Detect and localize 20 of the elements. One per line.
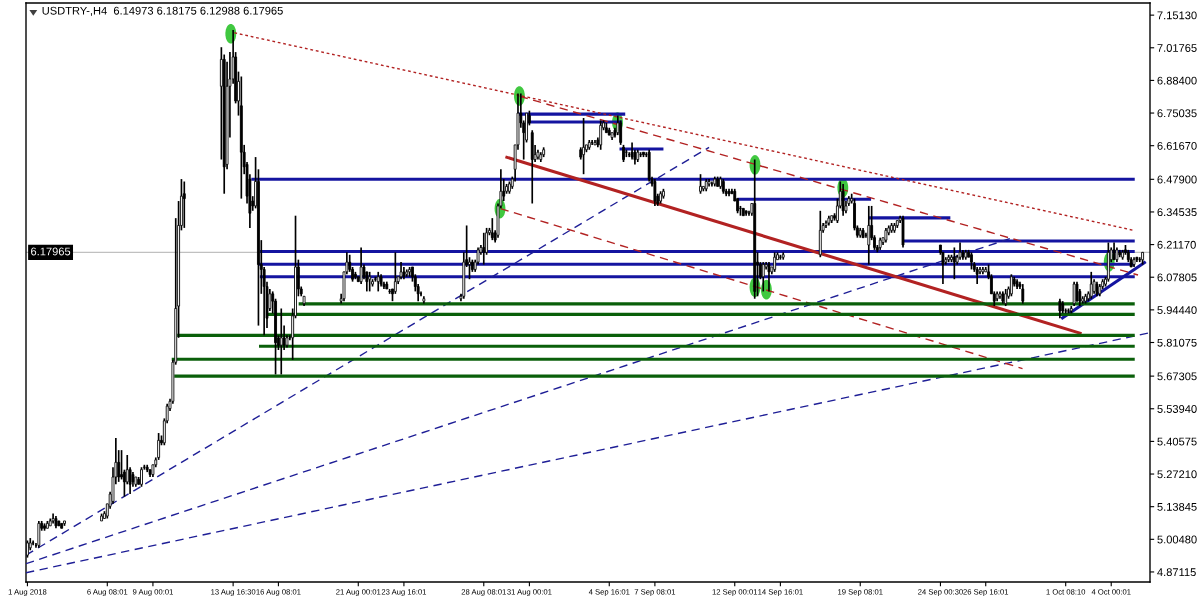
- y-tick-label: 6.07805: [1157, 273, 1197, 282]
- y-tick-label: 6.88400: [1157, 76, 1197, 85]
- chart-title: USDTRY-,H4 6.14973 6.18175 6.12988 6.17965: [42, 6, 283, 16]
- y-tick-label: 6.21170: [1157, 240, 1196, 249]
- y-tick-label: 5.94440: [1157, 306, 1197, 314]
- y-tick-label: 6.34535: [1157, 208, 1197, 217]
- y-tick-label: 4.87115: [1157, 568, 1196, 577]
- ref-line-label: 6.17965: [31, 247, 71, 256]
- y-tick-label: 5.40575: [1157, 437, 1197, 446]
- y-tick-label: 7.15130: [1157, 11, 1197, 20]
- y-tick-label: 5.81075: [1157, 338, 1197, 347]
- y-tick-label: 5.13845: [1157, 502, 1197, 511]
- y-tick-label: 5.27210: [1157, 470, 1197, 479]
- y-tick-label: 7.01765: [1157, 44, 1197, 52]
- y-tick-label: 5.67305: [1157, 372, 1197, 381]
- y-tick-label: 5.00480: [1157, 535, 1197, 544]
- y-tick-label: 6.47900: [1157, 175, 1197, 184]
- y-tick-label: 6.75035: [1157, 109, 1197, 118]
- y-tick-label: 6.61670: [1157, 141, 1197, 150]
- y-tick-label: 5.53940: [1157, 405, 1197, 413]
